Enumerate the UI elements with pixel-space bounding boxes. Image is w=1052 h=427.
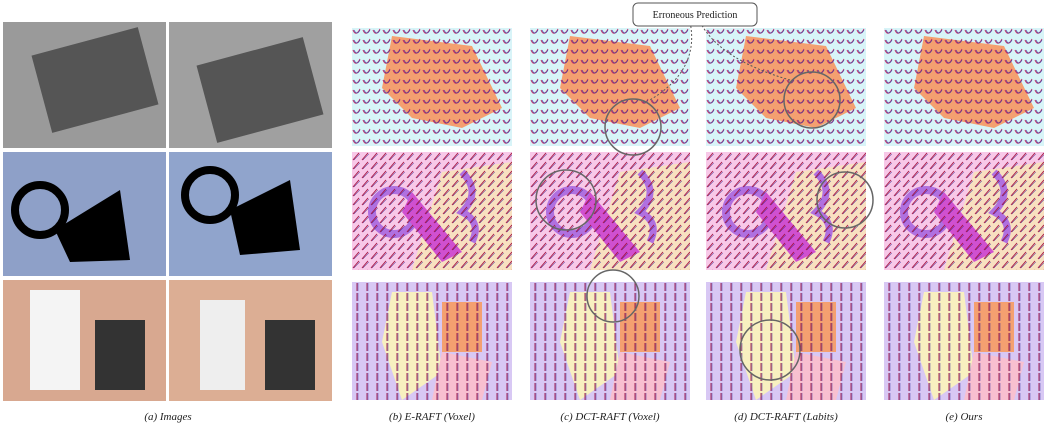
- caption: (c) DCT-RAFT (Voxel): [560, 411, 660, 423]
- caption: (a) Images: [144, 411, 191, 423]
- flow-panels: [352, 28, 1044, 400]
- caption: (e) Ours: [946, 411, 983, 423]
- callout-label: Erroneous Prediction: [653, 10, 738, 21]
- caption: (d) DCT-RAFT (Labits): [734, 411, 838, 423]
- input-images: [3, 22, 332, 401]
- figure: Erroneous Prediction (a) Images (b) E-RA…: [0, 0, 1052, 427]
- caption: (b) E-RAFT (Voxel): [389, 411, 475, 423]
- captions: (a) Images (b) E-RAFT (Voxel) (c) DCT-RA…: [144, 411, 982, 423]
